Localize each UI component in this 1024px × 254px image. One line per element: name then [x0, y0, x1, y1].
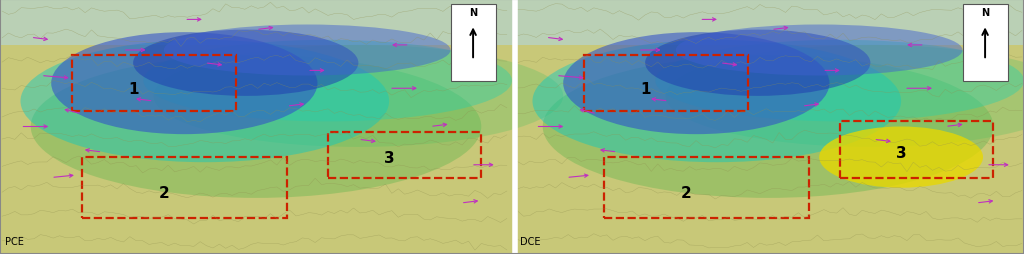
Bar [72, 56, 236, 112]
Bar [515, 0, 1024, 46]
Ellipse shape [143, 41, 512, 122]
Bar [840, 122, 993, 178]
Bar [328, 132, 481, 178]
Text: 2: 2 [159, 186, 169, 200]
Bar [515, 0, 1024, 254]
Bar [604, 157, 809, 218]
Ellipse shape [655, 41, 1024, 122]
Text: 3: 3 [384, 150, 394, 165]
Text: 3: 3 [896, 145, 906, 160]
Ellipse shape [154, 46, 563, 147]
Bar [0, 0, 513, 254]
Text: N: N [469, 8, 477, 18]
Text: 1: 1 [640, 82, 650, 96]
Ellipse shape [164, 25, 451, 76]
Ellipse shape [676, 25, 963, 76]
Bar [82, 157, 287, 218]
Text: 2: 2 [681, 186, 691, 200]
Bar [451, 5, 496, 81]
Ellipse shape [532, 41, 901, 163]
Ellipse shape [133, 30, 358, 97]
Ellipse shape [645, 30, 870, 97]
Text: DCE: DCE [520, 236, 541, 246]
Ellipse shape [666, 46, 1024, 147]
Ellipse shape [543, 56, 993, 198]
Ellipse shape [819, 127, 983, 188]
Bar [584, 56, 748, 112]
Ellipse shape [51, 33, 317, 135]
Bar [0, 0, 513, 46]
Text: 1: 1 [128, 82, 138, 96]
Ellipse shape [563, 33, 829, 135]
Text: PCE: PCE [5, 236, 24, 246]
Ellipse shape [31, 56, 481, 198]
Ellipse shape [20, 41, 389, 163]
Bar [963, 5, 1008, 81]
Text: N: N [981, 8, 989, 18]
